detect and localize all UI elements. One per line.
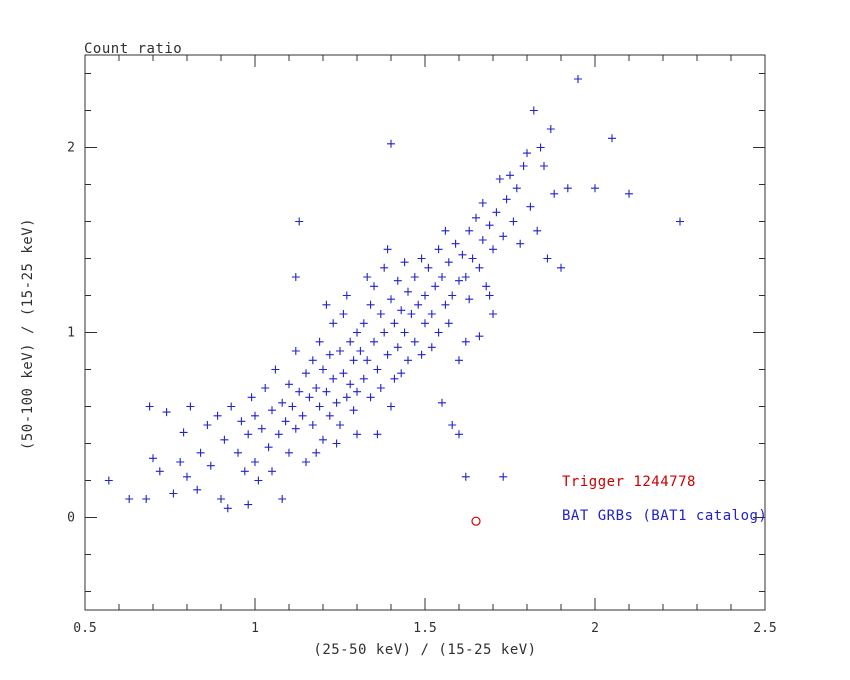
x-tick-label: 0.5	[73, 621, 96, 636]
plot-frame	[84, 54, 766, 611]
bat-grbs-points	[104, 75, 684, 513]
y-major-ticks	[85, 147, 765, 518]
chart-title: Count ratio	[84, 41, 183, 57]
x-tick-label: 1.5	[413, 621, 436, 636]
x-tick-label: 2	[591, 621, 599, 636]
trigger-point	[471, 516, 481, 526]
x-tick-label: 2.5	[753, 621, 776, 636]
y-tick-label: 2	[67, 141, 75, 156]
y-tick-label: 0	[67, 511, 75, 526]
y-tick-label: 1	[67, 326, 75, 341]
legend-catalog-label: BAT GRBs (BAT1 catalog)	[562, 508, 768, 524]
y-minor-ticks	[85, 73, 765, 592]
legend-trigger-label: Trigger 1244778	[562, 474, 696, 490]
x-tick-label: 1	[251, 621, 259, 636]
x-minor-ticks	[118, 55, 732, 610]
x-major-ticks	[84, 55, 766, 610]
x-axis-label: (25-50 keV) / (15-25 keV)	[313, 642, 537, 658]
y-axis-label: (50-100 keV) / (15-25 keV)	[20, 217, 36, 451]
